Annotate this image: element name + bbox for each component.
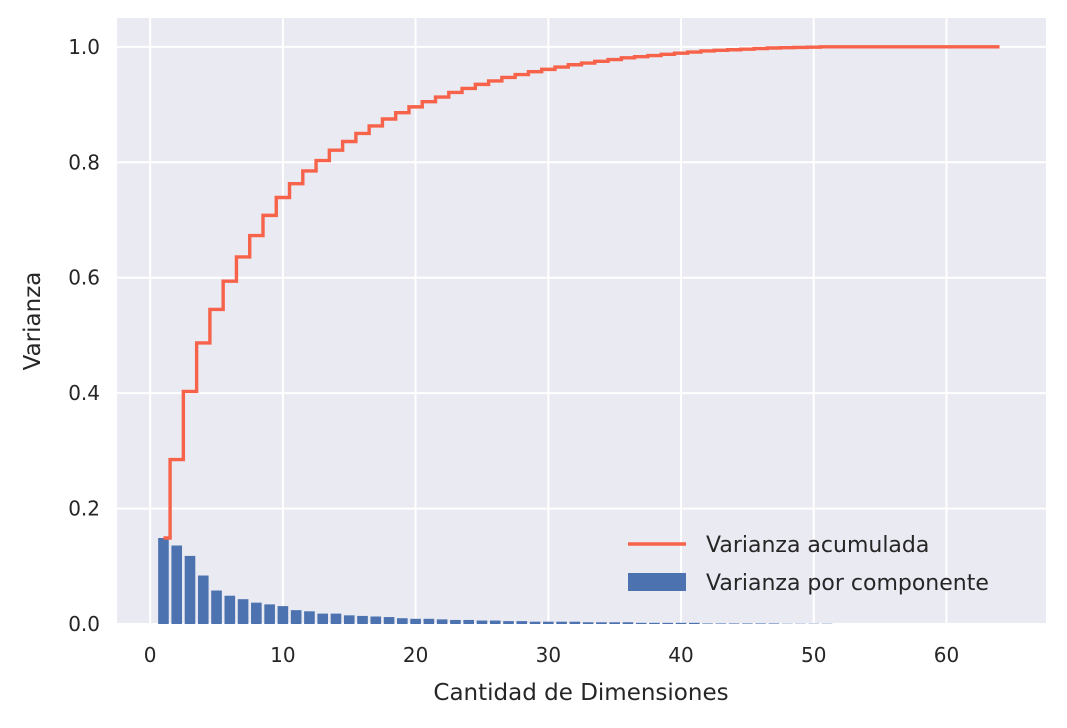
bar-16 xyxy=(357,615,368,624)
bar-42 xyxy=(702,623,713,624)
x-tick-label-5: 50 xyxy=(801,643,826,667)
bar-22 xyxy=(436,619,448,624)
y-tick-label-2: 0.4 xyxy=(68,381,100,405)
bar-40 xyxy=(675,622,687,624)
bar-4 xyxy=(197,575,209,624)
x-gridlines xyxy=(149,18,948,624)
x-tick-label-4: 40 xyxy=(668,643,693,667)
bar-24 xyxy=(463,619,475,624)
x-tick-label-3: 30 xyxy=(536,643,561,667)
bar-1 xyxy=(158,538,169,624)
bar-3 xyxy=(184,555,196,624)
bar-5 xyxy=(211,590,222,624)
bar-17 xyxy=(370,616,382,624)
bar-33 xyxy=(582,622,594,624)
bar-13 xyxy=(317,613,329,624)
x-tick-label-0: 0 xyxy=(144,643,157,667)
bar-10 xyxy=(277,606,289,624)
bar-8 xyxy=(251,602,262,624)
bar-2 xyxy=(171,545,183,624)
bar-31 xyxy=(556,621,567,624)
bar-29 xyxy=(529,621,541,624)
bar-46 xyxy=(755,623,766,624)
bar-20 xyxy=(410,618,421,624)
y-tick-label-1: 0.2 xyxy=(68,497,100,521)
bar-45 xyxy=(742,623,753,624)
bar-7 xyxy=(237,599,249,624)
bar-44 xyxy=(728,623,740,624)
bar-6 xyxy=(224,595,236,624)
bar-41 xyxy=(688,622,700,624)
bar-32 xyxy=(569,621,581,624)
bar-19 xyxy=(397,618,408,624)
bar-25 xyxy=(476,620,488,624)
x-tick-label-1: 10 xyxy=(270,643,295,667)
x-axis-label: Cantidad de Dimensiones xyxy=(433,680,728,706)
bar-37 xyxy=(635,622,647,624)
y-tick-labels: 0.0 0.2 0.4 0.6 0.8 1.0 xyxy=(68,35,100,636)
bar-15 xyxy=(343,615,355,624)
bar-34 xyxy=(596,622,607,624)
bar-30 xyxy=(543,621,554,624)
bar-12 xyxy=(304,611,315,624)
bar-11 xyxy=(290,610,302,624)
y-tick-label-3: 0.6 xyxy=(68,266,100,290)
bar-47 xyxy=(768,623,780,624)
bar-43 xyxy=(715,623,727,624)
legend-label-per-component: Varianza por componente xyxy=(706,571,989,596)
bar-28 xyxy=(516,621,528,624)
y-axis-label: Varianza xyxy=(20,272,46,371)
bar-36 xyxy=(622,622,634,624)
x-tick-label-6: 60 xyxy=(934,643,959,667)
legend-swatch-per-component xyxy=(628,573,686,591)
x-tick-label-2: 20 xyxy=(403,643,428,667)
y-tick-label-0: 0.0 xyxy=(68,612,100,636)
bar-39 xyxy=(662,622,674,624)
plot-background xyxy=(117,18,1046,624)
bar-38 xyxy=(649,622,660,624)
bar-14 xyxy=(330,613,342,624)
y-tick-label-5: 1.0 xyxy=(68,35,100,59)
legend-label-cumulative: Varianza acumulada xyxy=(706,533,929,558)
cumulative-variance-step-line xyxy=(163,45,1000,540)
x-tick-labels: 0 10 20 30 40 50 60 xyxy=(144,643,959,667)
bar-27 xyxy=(503,621,514,624)
y-tick-label-4: 0.8 xyxy=(68,150,100,174)
bar-18 xyxy=(383,617,395,624)
bar-series xyxy=(158,538,833,624)
bar-23 xyxy=(450,619,461,624)
bar-21 xyxy=(423,618,435,624)
bar-9 xyxy=(264,604,275,624)
bar-35 xyxy=(609,622,620,624)
legend: Varianza acumulada Varianza por componen… xyxy=(628,533,989,596)
bar-26 xyxy=(489,620,501,624)
